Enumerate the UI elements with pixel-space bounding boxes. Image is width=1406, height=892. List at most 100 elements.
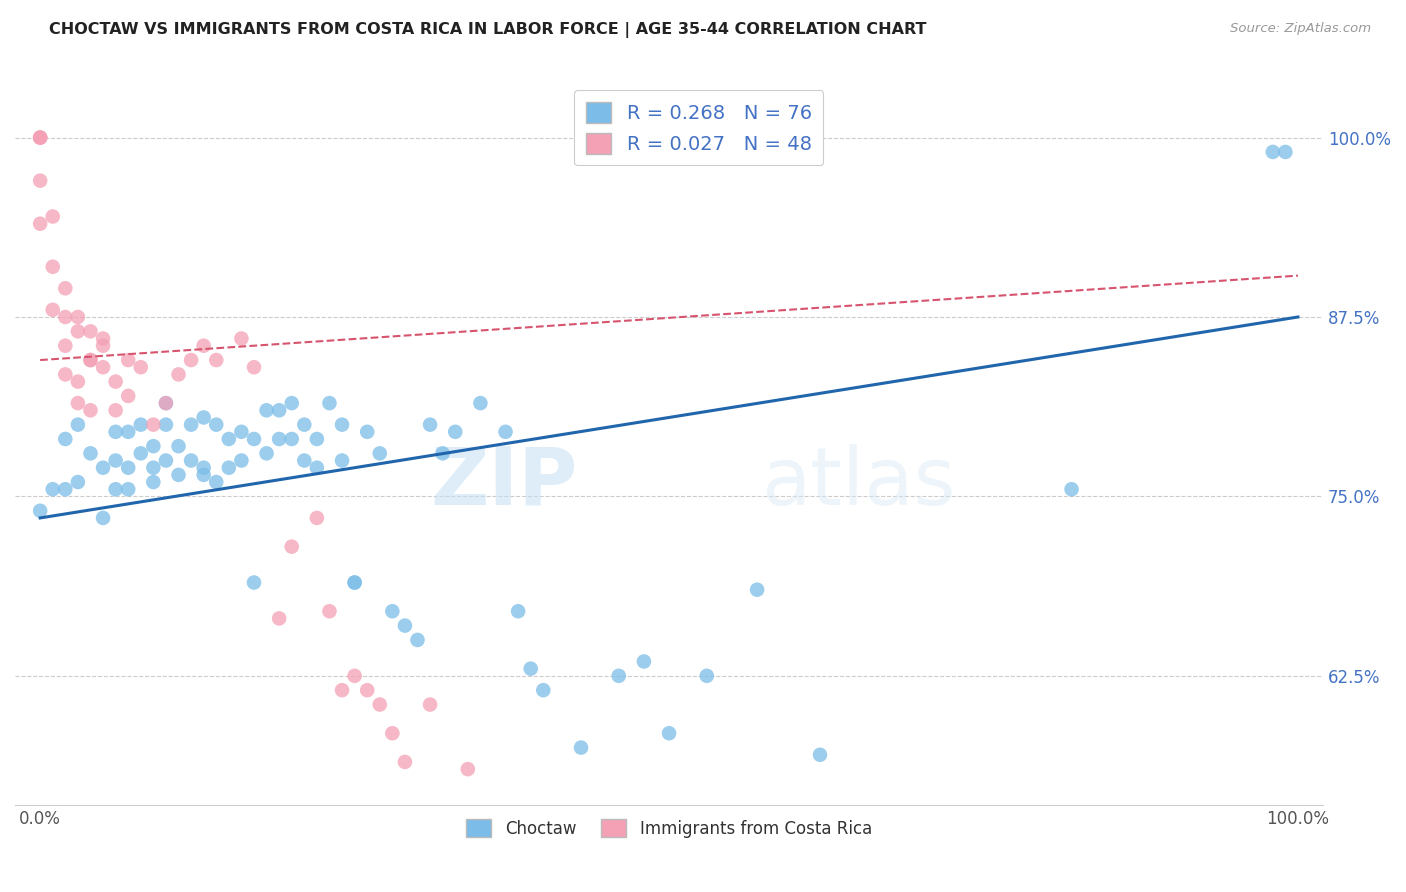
Point [30,174,52,188]
Point [368,446,391,460]
Point [495,425,517,439]
Point [91,511,114,525]
Point [104,403,127,417]
Point [292,417,315,432]
Point [66,396,89,410]
Point [66,324,89,338]
Point [356,683,378,698]
Point [79,403,101,417]
Point [269,611,291,625]
Point [53,281,76,295]
Point [292,453,315,467]
Legend: Choctaw, Immigrants from Costa Rica: Choctaw, Immigrants from Costa Rica [460,813,879,844]
Point [256,403,278,417]
Point [193,467,215,482]
Point [231,425,253,439]
Point [167,439,190,453]
Point [607,669,630,683]
Point [42,482,65,496]
Point [419,417,441,432]
Point [104,425,127,439]
Point [218,460,240,475]
Point [129,417,152,432]
Point [394,755,416,769]
Point [53,482,76,496]
Point [30,130,52,145]
Point [218,432,240,446]
Point [280,432,302,446]
Point [508,604,530,618]
Point [1274,145,1296,159]
Point [30,217,52,231]
Point [129,360,152,375]
Point [205,353,228,368]
Point [356,425,378,439]
Point [142,460,165,475]
Point [231,332,253,346]
Point [117,482,139,496]
Point [205,475,228,489]
Point [79,353,101,368]
Point [155,453,177,467]
Point [269,432,291,446]
Point [633,655,655,669]
Point [269,403,291,417]
Point [30,130,52,145]
Point [42,210,65,224]
Point [256,446,278,460]
Point [419,698,441,712]
Point [519,662,541,676]
Point [305,432,328,446]
Point [280,540,302,554]
Point [343,575,366,590]
Point [1261,145,1284,159]
Point [745,582,768,597]
Point [243,575,266,590]
Point [318,604,340,618]
Point [305,511,328,525]
Point [91,360,114,375]
Point [91,332,114,346]
Point [243,360,266,375]
Point [167,467,190,482]
Point [330,683,353,698]
Point [66,417,89,432]
Point [180,353,202,368]
Point [243,432,266,446]
Point [30,504,52,518]
Point [381,726,404,740]
Point [394,618,416,632]
Point [117,353,139,368]
Point [531,683,554,698]
Point [53,339,76,353]
Text: CHOCTAW VS IMMIGRANTS FROM COSTA RICA IN LABOR FORCE | AGE 35-44 CORRELATION CHA: CHOCTAW VS IMMIGRANTS FROM COSTA RICA IN… [49,22,927,38]
Point [104,375,127,389]
Point [53,368,76,382]
Point [305,460,328,475]
Point [142,439,165,453]
Point [696,669,718,683]
Point [658,726,681,740]
Point [129,446,152,460]
Point [343,575,366,590]
Point [457,762,479,776]
Point [42,302,65,317]
Text: ZIP: ZIP [430,444,578,522]
Point [79,446,101,460]
Point [330,417,353,432]
Text: Source: ZipAtlas.com: Source: ZipAtlas.com [1230,22,1371,36]
Point [66,375,89,389]
Point [318,396,340,410]
Point [142,417,165,432]
Point [381,604,404,618]
Point [66,310,89,324]
Point [1060,482,1083,496]
Point [79,353,101,368]
Point [104,482,127,496]
Point [330,453,353,467]
Text: atlas: atlas [761,444,955,522]
Point [444,425,467,439]
Point [808,747,831,762]
Point [117,425,139,439]
Point [91,460,114,475]
